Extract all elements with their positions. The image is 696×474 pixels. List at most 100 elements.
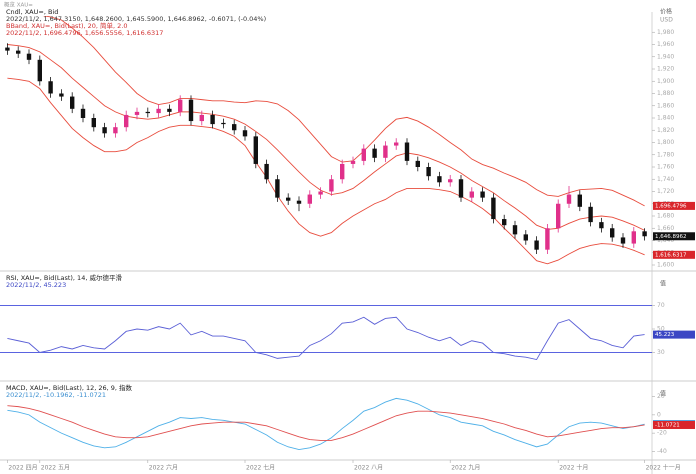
y-tick-label: 1,660 [657, 225, 674, 232]
y-tick-label: 1,820 [657, 127, 674, 134]
candle-body [242, 130, 248, 137]
x-tick-label: 2022 七月 [246, 464, 275, 472]
candle-body [383, 145, 388, 158]
candle-body [210, 114, 215, 125]
y-tick-label: 1,780 [657, 151, 674, 158]
window-title: 概览 XAU= [4, 1, 33, 9]
y-tick-label: 1,860 [657, 102, 674, 109]
candle-body [37, 59, 42, 82]
y-tick-label: 1,920 [657, 66, 674, 73]
candle-body [167, 108, 172, 112]
candle-body [437, 176, 442, 183]
annotation: 2022/11/2, 45.223 [6, 281, 66, 289]
candle-body [448, 179, 453, 183]
plot-area [7, 316, 645, 361]
annotation: 2022/11/2, 1,647.3150, 1,648.2600, 1,645… [6, 15, 266, 23]
candle-body [415, 160, 420, 167]
candle-body [523, 234, 528, 241]
value-tag-label: 1,646.8962 [655, 234, 687, 240]
candle-body [394, 142, 399, 146]
y-tick-label: 1,840 [657, 115, 674, 122]
candle-body [156, 108, 161, 114]
candle-body [102, 127, 107, 134]
candle-body [458, 179, 464, 198]
plot-area [7, 397, 645, 451]
candle-body [340, 163, 345, 180]
candle-body [361, 148, 366, 161]
plot-area [5, 16, 647, 265]
candle-body [16, 50, 21, 54]
candle-body [426, 167, 431, 177]
candle-body [134, 111, 140, 115]
x-tick-label: 2022 四月 [8, 465, 37, 472]
line [7, 77, 645, 265]
candle-body [5, 47, 10, 51]
candle-body [534, 240, 539, 250]
y-tick-label: 1,900 [657, 78, 674, 85]
candle-body [188, 99, 194, 122]
y-tick-label: 1,680 [657, 213, 674, 220]
candle-body [264, 163, 269, 180]
value-tag [653, 250, 695, 259]
value-tag [653, 201, 695, 210]
candle-body [318, 191, 323, 195]
y-axis-label: 值 [660, 280, 666, 288]
candle-body [26, 53, 32, 60]
value-tag-label: -11.0721 [655, 422, 680, 428]
y-tick-label: 1,720 [657, 188, 674, 195]
value-tag-label: 1,616.6317 [655, 252, 687, 258]
annotation: BBand, XAU=, Bid(Last), 20, 简单, 2.0 [6, 21, 128, 30]
candle-body [113, 127, 118, 134]
candle-body [307, 194, 312, 204]
y-axis-label: 值 [660, 390, 666, 398]
candle-body [48, 81, 53, 94]
candle-body [329, 179, 334, 192]
candle-body [253, 136, 258, 164]
value-tag [653, 232, 695, 241]
candle-body [275, 179, 280, 198]
panel-title: RSI, XAU=, Bid(Last), 14, 威尔德平滑 [6, 273, 122, 282]
candle-body [232, 124, 237, 131]
x-tick-label: 2022 六月 [149, 464, 178, 472]
candle-body [545, 228, 550, 250]
candle-body [577, 194, 582, 207]
candle-body [145, 111, 150, 114]
candle-body [286, 197, 291, 201]
panel-title: Cndl, XAU=, Bid [6, 8, 58, 16]
y-tick-label: 1,940 [657, 53, 674, 60]
y-axis-label: 价格 [660, 8, 672, 16]
value-tag [653, 330, 695, 339]
candle-body [631, 231, 636, 244]
value-tag [653, 420, 695, 429]
y-tick-label: 20 [657, 393, 665, 400]
x-tick-label: 2022 五月 [41, 465, 70, 472]
candle-body [469, 191, 474, 198]
candle-body [599, 222, 604, 229]
y-tick-label: 30 [657, 349, 665, 356]
y-tick-label: 1,740 [657, 176, 674, 183]
y-tick-label: 1,800 [657, 139, 674, 146]
value-tag-label: 1,696.4796 [655, 203, 687, 209]
candle-body [70, 96, 75, 109]
candle-body [610, 228, 615, 238]
candle-body [80, 108, 86, 118]
y-unit: USD [660, 17, 673, 24]
y-tick-label: -40 [657, 448, 667, 455]
candle-body [642, 231, 647, 237]
candle-body [199, 114, 204, 122]
candle-body [480, 191, 485, 198]
line [7, 44, 645, 231]
candle-body [491, 197, 496, 220]
line [7, 405, 645, 441]
y-tick-label: 50 [657, 326, 665, 333]
candle-body [620, 237, 626, 244]
candle-body [124, 114, 129, 128]
y-tick-label: 1,640 [657, 237, 674, 244]
line [42, 16, 645, 207]
candle-body [91, 118, 96, 128]
y-tick-label: 1,760 [657, 164, 674, 171]
candle-body [178, 99, 183, 112]
candle-body [512, 225, 518, 235]
